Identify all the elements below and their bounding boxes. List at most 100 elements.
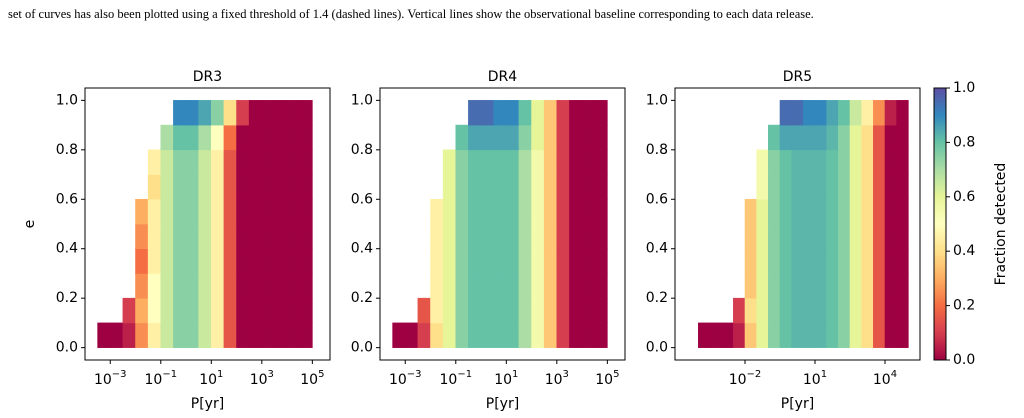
colorbar xyxy=(933,87,947,361)
cell xyxy=(721,322,734,348)
cell xyxy=(506,198,520,225)
cell xyxy=(838,198,851,225)
cell xyxy=(211,149,225,175)
cell xyxy=(109,322,124,348)
cell xyxy=(147,198,162,225)
cell xyxy=(236,124,250,151)
caption: set of curves has also been plotted usin… xyxy=(8,7,814,21)
x-axis-label: P[yr] xyxy=(191,396,224,412)
cell xyxy=(531,174,545,200)
cell xyxy=(261,223,275,250)
cell xyxy=(569,149,583,175)
cell xyxy=(768,149,781,175)
cell xyxy=(518,100,532,126)
cell xyxy=(768,198,781,225)
cell xyxy=(594,174,608,200)
cell xyxy=(211,198,225,225)
cell xyxy=(236,100,250,126)
cell xyxy=(531,273,545,299)
y-tick-label: 0.8 xyxy=(56,142,78,158)
cell xyxy=(556,149,570,175)
cell xyxy=(442,198,457,225)
cell xyxy=(543,149,558,175)
cell xyxy=(838,322,851,348)
cell xyxy=(768,174,781,200)
cell xyxy=(173,248,187,274)
y-tick-label: 0.8 xyxy=(351,142,373,158)
cell xyxy=(468,223,482,250)
cell xyxy=(861,124,874,151)
cell xyxy=(744,297,757,324)
cell xyxy=(849,297,862,324)
cell xyxy=(248,297,263,324)
cell xyxy=(791,223,804,250)
y-tick-label: 0.6 xyxy=(56,191,78,207)
cell xyxy=(861,223,874,250)
y-tick-label: 0.4 xyxy=(56,241,78,257)
cell xyxy=(826,198,839,225)
cell xyxy=(698,322,711,348)
cell xyxy=(884,322,897,348)
y-tick-label: 0.2 xyxy=(56,290,78,306)
axes-frame xyxy=(379,87,626,361)
cell xyxy=(506,273,520,299)
cell xyxy=(768,248,781,274)
cell xyxy=(756,248,769,274)
cell xyxy=(756,297,769,324)
cell xyxy=(97,322,111,348)
cell xyxy=(185,297,199,324)
cell xyxy=(274,198,288,225)
cell xyxy=(223,149,237,175)
cell xyxy=(543,297,558,324)
cell xyxy=(543,248,558,274)
cell xyxy=(803,273,816,299)
cell xyxy=(518,322,532,348)
x-tick-label: 104 xyxy=(873,369,897,388)
cell xyxy=(791,297,804,324)
cell xyxy=(709,322,722,348)
cell xyxy=(392,322,406,348)
colorbar-tick-label: 0.2 xyxy=(953,298,975,314)
cell xyxy=(826,297,839,324)
x-tick-label: 10−3 xyxy=(389,369,422,388)
cell xyxy=(185,149,199,175)
cell xyxy=(884,198,897,225)
cell xyxy=(569,174,583,200)
cell xyxy=(442,149,457,175)
cells xyxy=(392,100,608,348)
cell xyxy=(404,322,419,348)
cell xyxy=(849,322,862,348)
cell xyxy=(814,297,827,324)
cell xyxy=(884,297,897,324)
cell xyxy=(506,297,520,324)
cell xyxy=(756,223,769,250)
cell xyxy=(531,297,545,324)
cell xyxy=(442,248,457,274)
y-tick-label: 0.2 xyxy=(351,290,373,306)
cell xyxy=(814,149,827,175)
cell xyxy=(594,100,608,126)
cell xyxy=(861,297,874,324)
cell xyxy=(543,273,558,299)
x-tick-label: 101 xyxy=(199,369,223,388)
cell xyxy=(531,223,545,250)
y-tick-label: 0.0 xyxy=(351,340,373,356)
x-tick-label: 105 xyxy=(300,369,324,388)
cell xyxy=(826,248,839,274)
cell xyxy=(480,248,494,274)
cell xyxy=(543,100,558,126)
cell xyxy=(430,322,444,348)
cell xyxy=(803,322,816,348)
cell xyxy=(873,174,886,200)
cell xyxy=(147,149,162,175)
cell xyxy=(160,297,174,324)
x-tick-label: 103 xyxy=(250,369,274,388)
cell xyxy=(185,198,199,225)
cell xyxy=(814,174,827,200)
cell xyxy=(826,322,839,348)
cell xyxy=(185,273,199,299)
cell xyxy=(160,124,174,151)
cell xyxy=(160,149,174,175)
cell xyxy=(198,273,212,299)
